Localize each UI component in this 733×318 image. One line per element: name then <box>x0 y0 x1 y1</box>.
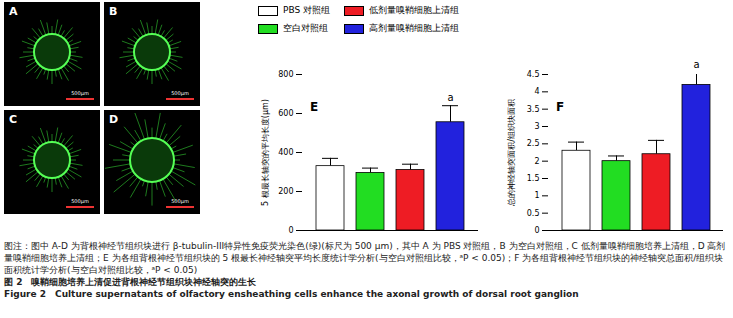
svg-text:200: 200 <box>278 187 293 196</box>
svg-text:a: a <box>447 92 453 103</box>
html-text:高剂量嗅鞘细胞上清组: 高剂量嗅鞘细胞上清组 <box>369 23 459 33</box>
svg-text:2.5: 2.5 <box>527 139 540 148</box>
html-text:E: E <box>310 100 319 114</box>
svg-text:0: 0 <box>534 226 539 235</box>
html-text:空白对照组: 空白对照组 <box>283 23 328 33</box>
svg-text:500μm: 500μm <box>171 198 189 205</box>
svg-text:D: D <box>109 113 118 126</box>
svg-text:A: A <box>9 5 18 18</box>
svg-text:B: B <box>109 5 117 18</box>
svg-text:0.5: 0.5 <box>527 209 540 218</box>
svg-text:0: 0 <box>288 226 293 235</box>
svg-text:600: 600 <box>278 109 293 118</box>
svg-text:a: a <box>693 60 699 70</box>
html-text:PBS 对照组: PBS 对照组 <box>283 5 330 15</box>
svg-text:3.5: 3.5 <box>527 105 540 114</box>
html-text:F: F <box>556 100 565 114</box>
html-text:低剂量嗅鞘细胞上清组: 低剂量嗅鞘细胞上清组 <box>369 5 459 15</box>
svg-text:4: 4 <box>534 87 539 96</box>
html-text:Figure 2 Culture supernatants: Figure 2 Culture supernatants of olfacto… <box>4 289 579 299</box>
svg-text:4.5: 4.5 <box>527 70 540 79</box>
svg-text:800: 800 <box>278 70 293 79</box>
svg-text:3: 3 <box>534 122 539 131</box>
svg-text:总的神经轴突面积/组织块面积: 总的神经轴突面积/组织块面积 <box>507 99 516 207</box>
svg-text:500μm: 500μm <box>71 90 89 97</box>
svg-text:C: C <box>9 113 17 126</box>
svg-text:1.5: 1.5 <box>527 174 540 183</box>
svg-text:5 根最长轴突的平均长度(μm): 5 根最长轴突的平均长度(μm) <box>261 99 270 206</box>
svg-text:400: 400 <box>278 148 293 157</box>
svg-text:500μm: 500μm <box>71 198 89 205</box>
svg-text:2: 2 <box>534 157 539 166</box>
html-text:图 2 嗅鞘细胞培养上清促进背根神经节组织块神经轴突的生长: 图 2 嗅鞘细胞培养上清促进背根神经节组织块神经轴突的生长 <box>4 277 257 287</box>
svg-text:1: 1 <box>534 191 539 200</box>
svg-text:500μm: 500μm <box>171 90 189 97</box>
html-text:图注：图中 A-D 为背根神经节组织块进行 β-tubuli: 图注：图中 A-D 为背根神经节组织块进行 β-tubulin-III特异性免疫… <box>4 241 726 275</box>
